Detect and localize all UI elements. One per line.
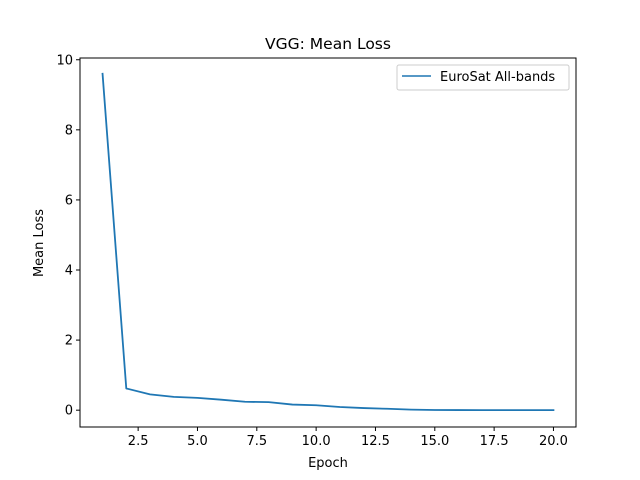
plot-series bbox=[101, 72, 555, 412]
y-tick-label: 10 bbox=[56, 53, 73, 68]
x-tick-label: 12.5 bbox=[361, 434, 390, 449]
y-tick-label: 8 bbox=[65, 123, 73, 138]
x-axis-title: Epoch bbox=[308, 456, 348, 471]
legend: EuroSat All-bands bbox=[396, 64, 570, 91]
y-axis-title: Mean Loss bbox=[32, 209, 47, 277]
legend-box bbox=[396, 64, 570, 91]
x-axis-ticks: 2.5 5.0 7.5 10.0 12.5 15.0 17.5 20.0 bbox=[128, 427, 568, 449]
plot-frame bbox=[79, 57, 577, 428]
x-tick-label: 17.5 bbox=[480, 434, 509, 449]
y-tick-label: 4 bbox=[65, 264, 73, 279]
chart-title: VGG: Mean Loss bbox=[265, 35, 391, 53]
x-tick-label: 15.0 bbox=[420, 434, 449, 449]
y-tick-label: 2 bbox=[65, 334, 73, 349]
x-tick-label: 7.5 bbox=[246, 434, 267, 449]
y-axis-ticks: 0 2 4 6 8 10 bbox=[56, 53, 80, 419]
x-tick-label: 10.0 bbox=[302, 434, 331, 449]
series-line bbox=[101, 72, 555, 412]
legend-label: EuroSat All-bands bbox=[440, 70, 555, 85]
y-tick-label: 0 bbox=[65, 404, 73, 419]
y-tick-label: 6 bbox=[65, 193, 73, 208]
x-tick-label: 5.0 bbox=[187, 434, 208, 449]
x-tick-label: 2.5 bbox=[128, 434, 149, 449]
x-tick-label: 20.0 bbox=[539, 434, 568, 449]
